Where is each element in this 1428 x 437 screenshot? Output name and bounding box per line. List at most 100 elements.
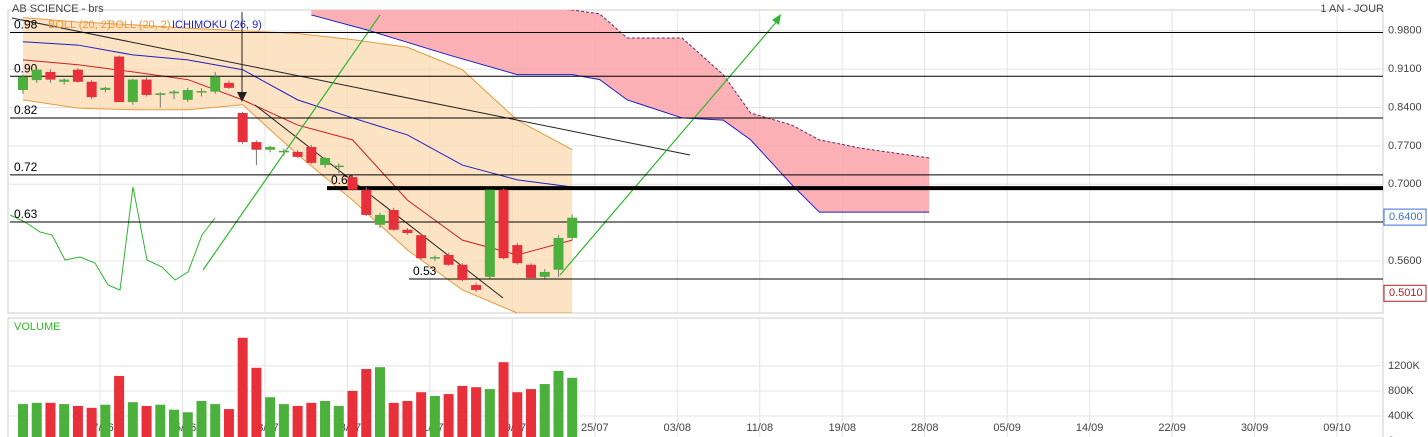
- candle-body: [278, 150, 289, 153]
- volume-bar: [45, 402, 56, 437]
- volume-bar: [223, 409, 234, 437]
- price-layer: [22, 10, 930, 313]
- indicator-line: [9, 186, 216, 291]
- candle-body: [31, 69, 42, 81]
- candle-body: [59, 79, 70, 82]
- x-tick-label: 30/09: [1241, 422, 1269, 434]
- volume-bar: [182, 412, 193, 437]
- candle-body: [347, 177, 358, 190]
- x-tick-label: 28/08: [911, 422, 939, 434]
- volume-bar: [86, 407, 97, 437]
- candle-body: [45, 71, 56, 80]
- price-badge: [1383, 208, 1427, 226]
- y-tick-label: 1200K: [1388, 360, 1420, 372]
- volume-bar: [553, 370, 564, 437]
- chart-title: AB SCIENCE - brs: [12, 3, 104, 15]
- candle-body: [196, 91, 207, 93]
- volume-bar: [484, 389, 495, 437]
- volume-bar: [251, 367, 262, 437]
- volume-bar: [416, 392, 427, 437]
- ichimoku-line: [22, 41, 573, 188]
- candle-body: [567, 217, 578, 238]
- volume-bar: [278, 404, 289, 437]
- volume-bar: [347, 390, 358, 437]
- volume-bar: [443, 394, 454, 437]
- x-tick-label: 19/08: [828, 422, 856, 434]
- price-badge-label: 0.6400: [1389, 211, 1423, 223]
- legend-entry: BOLL (20, 2): [48, 19, 111, 31]
- price-badge: [1383, 284, 1427, 302]
- trend-line: [559, 19, 779, 276]
- level-label: 0.53: [413, 264, 437, 278]
- arrow-head: [772, 14, 781, 25]
- volume-bar: [169, 409, 180, 437]
- volume-bar: [320, 400, 331, 437]
- volume-bar: [155, 404, 166, 437]
- cloud-span-b: [311, 14, 930, 213]
- volume-bar: [402, 400, 413, 437]
- volume-bar: [59, 404, 70, 437]
- y-tick-label: 0.7700: [1388, 140, 1422, 152]
- candle-body: [265, 146, 276, 150]
- front-layer: 17/0625/0603/0713/0721/0729/0725/0703/08…: [9, 12, 1427, 437]
- candle-body: [18, 76, 28, 90]
- volume-bar: [333, 405, 344, 437]
- volume-bar: [196, 400, 207, 437]
- volume-bar: [210, 404, 221, 437]
- volume-bar: [18, 404, 28, 437]
- volume-bar: [127, 402, 138, 437]
- candle-body: [471, 285, 482, 290]
- bollinger-upper: [22, 17, 573, 151]
- candle-body: [526, 264, 537, 278]
- candle-body: [512, 245, 523, 264]
- trend-line: [11, 17, 691, 156]
- candle-body: [86, 81, 97, 98]
- volume-bar: [388, 402, 399, 437]
- arrow-head: [237, 92, 247, 102]
- candle-body: [237, 113, 248, 143]
- candle-body: [127, 79, 138, 103]
- candle-body: [114, 56, 125, 103]
- price-panel: [7, 9, 1384, 314]
- candle-body: [333, 165, 344, 168]
- x-tick-label: 14/09: [1076, 422, 1104, 434]
- trend-line: [202, 14, 381, 271]
- x-tick-label: 05/09: [993, 422, 1021, 434]
- volume-bar: [512, 392, 523, 437]
- legend-entry: ICHIMOKU (26, 9): [172, 19, 262, 31]
- candle-body: [306, 146, 317, 163]
- candle-body: [402, 229, 413, 234]
- volume-bar: [471, 387, 482, 437]
- x-tick-label: 22/09: [1158, 422, 1186, 434]
- volume-bar: [141, 405, 152, 437]
- volume-bar: [539, 384, 550, 437]
- cloud-fill: [311, 10, 930, 213]
- y-tick-label: 0: [1388, 435, 1394, 437]
- y-tick-label: 800K: [1388, 385, 1414, 397]
- volume-bar: [31, 402, 42, 437]
- volume-panel: [7, 317, 1384, 437]
- volume-bar: [292, 405, 303, 437]
- candle-body: [100, 87, 111, 90]
- x-tick-label: 11/08: [746, 422, 773, 434]
- level-label: 0.82: [14, 103, 38, 117]
- volume-bar: [361, 369, 372, 437]
- candle-body: [182, 89, 193, 100]
- y-tick-label: 0.9800: [1388, 25, 1422, 37]
- volume-bar: [72, 405, 83, 437]
- candle-body: [155, 93, 166, 95]
- candle-body: [374, 214, 385, 225]
- bollinger-fill: [23, 17, 573, 313]
- x-tick-label: 25/07: [581, 422, 609, 434]
- cloud-span-a: [566, 10, 930, 159]
- candle-body: [361, 189, 372, 215]
- y-tick-label: 0.9100: [1388, 63, 1422, 75]
- candle-body: [443, 254, 454, 265]
- volume-bar: [374, 367, 385, 437]
- candle-body: [292, 151, 303, 157]
- volume-bar: [237, 337, 248, 437]
- candle-body: [141, 79, 152, 95]
- candle-body: [320, 157, 331, 166]
- volume-bar: [265, 397, 276, 437]
